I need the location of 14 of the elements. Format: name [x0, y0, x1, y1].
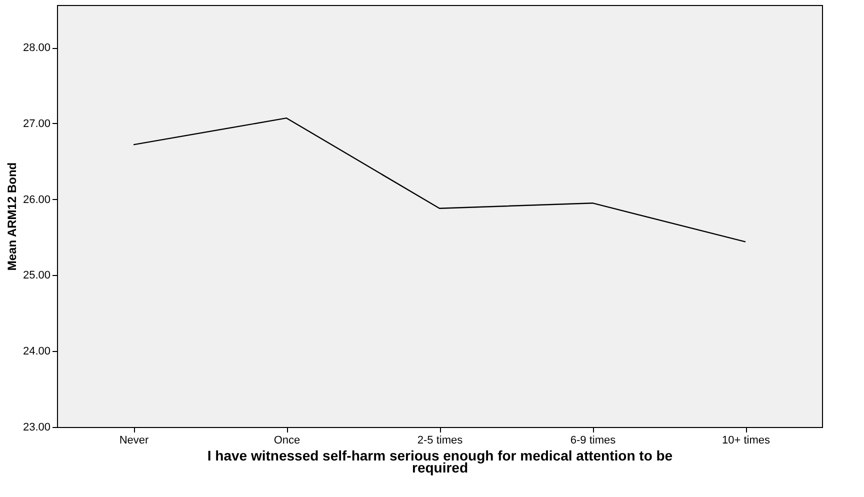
x-tick-label: 10+ times [722, 434, 770, 446]
y-tick-label: 27.00 [22, 118, 50, 130]
y-tick-label: 23.00 [22, 422, 50, 434]
y-tick-label: 26.00 [22, 194, 50, 206]
line-series [132, 117, 746, 242]
x-tick-label: 2-5 times [417, 434, 464, 446]
x-tick-label: Never [119, 434, 150, 446]
y-axis-title: Mean ARM12 Bond [4, 162, 19, 271]
y-tick-label: 24.00 [22, 346, 50, 358]
x-tick-label: 6-9 times [570, 434, 616, 446]
y-tick-label: 28.00 [22, 42, 50, 54]
x-axis-title: I have witnessed self-harm serious enough for medical attention to be required [207, 448, 673, 476]
y-tick-label: 25.00 [22, 270, 50, 282]
x-tick-label: Once [274, 434, 300, 446]
